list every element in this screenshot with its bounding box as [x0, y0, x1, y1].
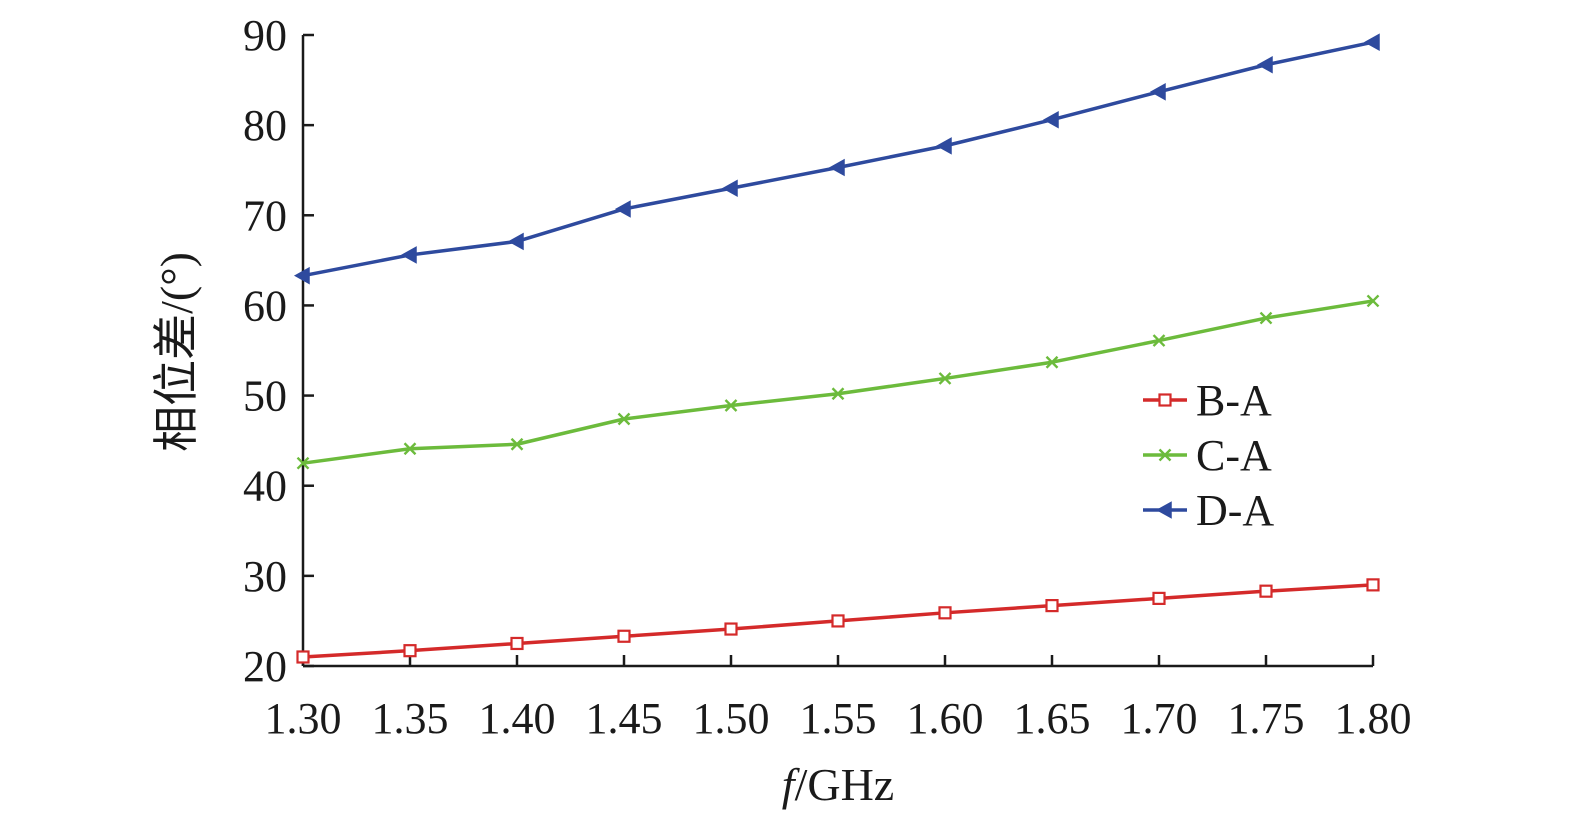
data-point-b-a-1.60 — [938, 606, 952, 620]
data-point-c-a-1.80 — [1366, 294, 1380, 308]
data-point-b-a-1.40 — [510, 636, 524, 651]
y-tick-label-70: 70 — [243, 191, 287, 240]
series-line-d-a — [302, 40, 1374, 278]
x-tick-label-1.35: 1.35 — [372, 694, 449, 743]
x-tick-label-1.80: 1.80 — [1335, 694, 1412, 743]
legend-item-c-a: C-A — [1143, 431, 1272, 480]
legend-marker-c-a — [1158, 448, 1172, 462]
y-tick-label-80: 80 — [243, 101, 287, 150]
y-axis-title: 相位差/(°) — [151, 252, 202, 452]
data-point-c-a-1.75 — [1259, 311, 1273, 325]
x-tick-label-1.45: 1.45 — [586, 694, 663, 743]
x-axis-title-unit: /GHz — [795, 759, 895, 810]
data-point-c-a-1.65 — [1045, 355, 1059, 369]
series-c-a — [296, 294, 1380, 470]
data-point-b-a-1.65 — [1045, 599, 1059, 613]
data-point-d-a-1.35 — [400, 246, 417, 264]
data-point-c-a-1.50 — [724, 399, 738, 412]
x-tick-label-1.65: 1.65 — [1014, 694, 1091, 743]
data-point-d-a-1.75 — [1256, 55, 1273, 74]
y-ticks: 20 30 40 50 60 70 80 90 — [243, 11, 314, 691]
x-axis-title: f/GHz — [782, 759, 894, 810]
y-tick-label-30: 30 — [243, 552, 287, 601]
legend-item-b-a: B-A — [1143, 376, 1272, 425]
x-tick-label-1.30: 1.30 — [265, 694, 342, 743]
data-point-d-a-1.50 — [721, 179, 738, 198]
data-point-d-a-1.40 — [507, 232, 524, 251]
y-tick-label-50: 50 — [243, 372, 287, 421]
x-tick-label-1.55: 1.55 — [800, 694, 877, 743]
y-tick-label-90: 90 — [243, 11, 287, 60]
data-point-d-a-1.60 — [935, 137, 952, 155]
data-point-b-a-1.35 — [403, 644, 417, 658]
x-tick-label-1.50: 1.50 — [693, 694, 770, 743]
data-point-b-a-1.75 — [1259, 584, 1273, 598]
data-point-c-a-1.55 — [831, 387, 845, 401]
y-tick-label-20: 20 — [243, 642, 287, 691]
legend-label-c-a: C-A — [1196, 431, 1272, 480]
data-point-b-a-1.80 — [1366, 578, 1380, 592]
data-point-d-a-1.65 — [1042, 110, 1059, 129]
data-point-b-a-1.50 — [724, 622, 738, 636]
series-layer — [293, 33, 1380, 664]
data-point-c-a-1.60 — [938, 372, 952, 385]
x-tick-label-1.70: 1.70 — [1121, 694, 1198, 743]
y-tick-label-60: 60 — [243, 281, 287, 330]
legend-label-b-a: B-A — [1196, 376, 1272, 425]
data-point-b-a-1.55 — [831, 614, 845, 628]
series-b-a — [296, 578, 1380, 664]
axes — [301, 35, 1373, 668]
data-point-c-a-1.35 — [403, 442, 417, 456]
legend-item-d-a: D-A — [1143, 486, 1274, 535]
x-tick-label-1.60: 1.60 — [907, 694, 984, 743]
x-ticks: 1.30 1.35 1.40 1.45 1.50 1.55 1.60 1.65 1.70 1.75… — [265, 655, 1412, 743]
x-tick-label-1.75: 1.75 — [1228, 694, 1305, 743]
data-point-b-a-1.30 — [296, 650, 310, 664]
data-point-d-a-1.80 — [1363, 33, 1380, 51]
data-point-d-a-1.55 — [828, 158, 845, 177]
legend-label-d-a: D-A — [1196, 486, 1274, 535]
x-tick-label-1.40: 1.40 — [479, 694, 556, 743]
data-point-c-a-1.70 — [1152, 334, 1166, 347]
y-tick-label-40: 40 — [243, 462, 287, 511]
legend-marker-b-a — [1158, 393, 1172, 407]
data-point-c-a-1.30 — [296, 456, 310, 470]
series-d-a — [293, 33, 1380, 285]
legend-marker-d-a — [1155, 501, 1172, 519]
data-point-b-a-1.45 — [617, 629, 631, 643]
data-point-d-a-1.30 — [293, 266, 310, 285]
data-point-c-a-1.40 — [510, 437, 524, 451]
data-point-d-a-1.70 — [1149, 83, 1166, 101]
legend: B-A C-A D-A — [1143, 376, 1274, 535]
data-point-c-a-1.45 — [617, 412, 631, 426]
data-point-d-a-1.45 — [614, 200, 631, 218]
data-point-b-a-1.70 — [1152, 591, 1166, 605]
